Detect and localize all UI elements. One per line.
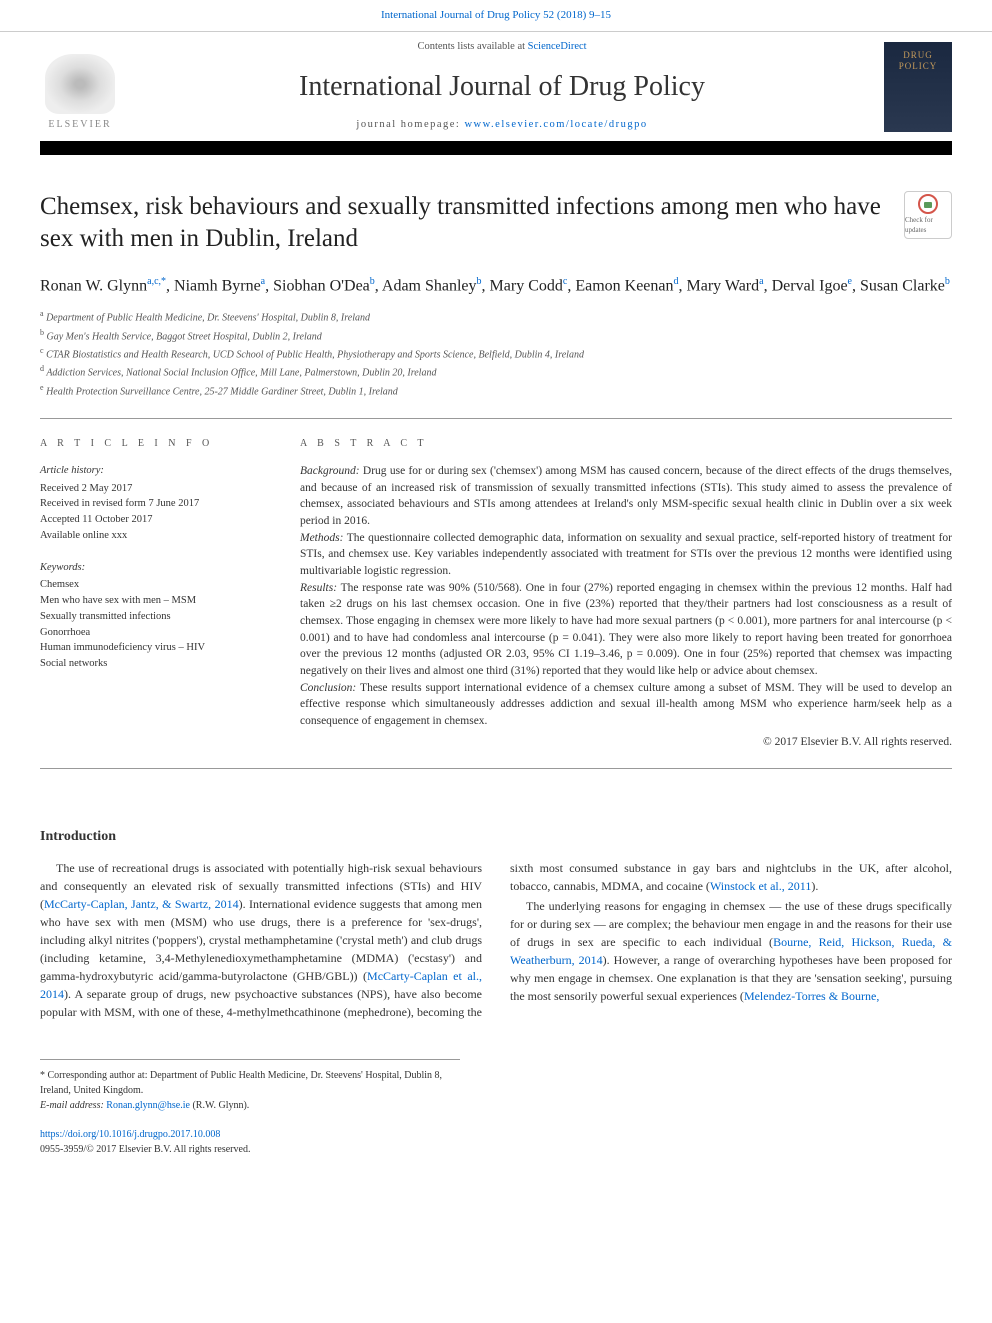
crossmark-label: Check for updates (905, 216, 951, 236)
author-list: Ronan W. Glynna,c,*, Niamh Byrnea, Siobh… (40, 274, 952, 298)
keywords-block: Keywords: ChemsexMen who have sex with m… (40, 560, 260, 672)
doi-link[interactable]: https://doi.org/10.1016/j.drugpo.2017.10… (40, 1129, 220, 1140)
introduction-heading: Introduction (40, 827, 952, 847)
header-divider-bar (40, 141, 952, 155)
elsevier-tree-icon (45, 54, 115, 114)
history-line: Received in revised form 7 June 2017 (40, 496, 260, 512)
intro-p1-text-d: ). (811, 879, 818, 893)
front-matter-divider-top (40, 418, 952, 419)
article-body: Introduction The use of recreational dru… (0, 807, 992, 1041)
affiliation-list: a Department of Public Health Medicine, … (40, 308, 952, 400)
intro-paragraph-2: The underlying reasons for engaging in c… (510, 897, 952, 1005)
publisher-name: ELSEVIER (48, 118, 111, 132)
email-label: E-mail address: (40, 1100, 106, 1111)
affiliation-line: b Gay Men's Health Service, Baggot Stree… (40, 327, 952, 345)
abstract-conclusion: Conclusion: These results support intern… (300, 680, 952, 730)
keywords-label: Keywords: (40, 560, 260, 576)
citation-winstock-2011[interactable]: Winstock et al., 2011 (710, 879, 811, 893)
front-matter-divider-bottom (40, 768, 952, 769)
history-line: Accepted 11 October 2017 (40, 512, 260, 528)
cover-title-2: POLICY (899, 61, 938, 73)
email-suffix: (R.W. Glynn). (190, 1100, 249, 1111)
abstract-results: Results: The response rate was 90% (510/… (300, 580, 952, 680)
history-label: Article history: (40, 463, 260, 479)
header-center: Contents lists available at ScienceDirec… (120, 40, 884, 133)
email-line: E-mail address: Ronan.glynn@hse.ie (R.W.… (40, 1098, 460, 1113)
issn-copyright-line: 0955-3959/© 2017 Elsevier B.V. All right… (40, 1142, 952, 1157)
article-title: Chemsex, risk behaviours and sexually tr… (40, 191, 884, 256)
abstract-column: A B S T R A C T Background: Drug use for… (300, 437, 952, 750)
abstract-heading: A B S T R A C T (300, 437, 952, 451)
top-citation-link[interactable]: International Journal of Drug Policy 52 … (381, 9, 611, 21)
citation-mccarty-2014-a[interactable]: McCarty-Caplan, Jantz, & Swartz, 2014 (44, 897, 239, 911)
journal-title: International Journal of Drug Policy (120, 67, 884, 106)
article-header-row: Chemsex, risk behaviours and sexually tr… (40, 191, 952, 256)
author-email-link[interactable]: Ronan.glynn@hse.ie (106, 1100, 190, 1111)
affiliation-line: e Health Protection Surveillance Centre,… (40, 382, 952, 400)
introduction-text: The use of recreational drugs is associa… (40, 859, 952, 1021)
homepage-line: journal homepage: www.elsevier.com/locat… (120, 118, 884, 133)
abstract-methods: Methods: The questionnaire collected dem… (300, 530, 952, 580)
top-citation: International Journal of Drug Policy 52 … (0, 0, 992, 31)
keyword-line: Men who have sex with men – MSM (40, 593, 260, 609)
keyword-line: Chemsex (40, 577, 260, 593)
contents-line: Contents lists available at ScienceDirec… (120, 40, 884, 55)
keyword-line: Gonorrhoea (40, 625, 260, 641)
crossmark-badge[interactable]: Check for updates (904, 191, 952, 239)
citation-melendez-torres[interactable]: Melendez-Torres & Bourne, (744, 989, 879, 1003)
corresponding-author-text: * Corresponding author at: Department of… (40, 1068, 460, 1098)
homepage-prefix: journal homepage: (356, 119, 464, 130)
contents-prefix: Contents lists available at (417, 41, 527, 52)
journal-cover-thumbnail: DRUG POLICY (884, 42, 952, 132)
abstract-copyright: © 2017 Elsevier B.V. All rights reserved… (300, 734, 952, 751)
article-footer: https://doi.org/10.1016/j.drugpo.2017.10… (0, 1113, 992, 1187)
sciencedirect-link[interactable]: ScienceDirect (528, 41, 587, 52)
history-line: Available online xxx (40, 528, 260, 544)
article-info-heading: A R T I C L E I N F O (40, 437, 260, 451)
keyword-line: Sexually transmitted infections (40, 609, 260, 625)
corresponding-author-footnote: * Corresponding author at: Department of… (40, 1059, 460, 1113)
publisher-logo: ELSEVIER (40, 42, 120, 132)
history-line: Received 2 May 2017 (40, 481, 260, 497)
affiliation-line: a Department of Public Health Medicine, … (40, 308, 952, 326)
affiliation-line: c CTAR Biostatistics and Health Research… (40, 345, 952, 363)
affiliation-line: d Addiction Services, National Social In… (40, 363, 952, 381)
info-abstract-row: A R T I C L E I N F O Article history: R… (40, 437, 952, 750)
article-info-column: A R T I C L E I N F O Article history: R… (40, 437, 260, 750)
journal-header: ELSEVIER Contents lists available at Sci… (0, 31, 992, 141)
keyword-line: Human immunodeficiency virus – HIV (40, 640, 260, 656)
article-history-block: Article history: Received 2 May 2017Rece… (40, 463, 260, 544)
abstract-background: Background: Drug use for or during sex (… (300, 463, 952, 530)
homepage-link[interactable]: www.elsevier.com/locate/drugpo (464, 119, 647, 130)
cover-title-1: DRUG (903, 50, 933, 62)
article-front-matter: Chemsex, risk behaviours and sexually tr… (0, 155, 992, 807)
keyword-line: Social networks (40, 656, 260, 672)
abstract-body: Background: Drug use for or during sex (… (300, 463, 952, 750)
crossmark-icon (918, 194, 938, 214)
